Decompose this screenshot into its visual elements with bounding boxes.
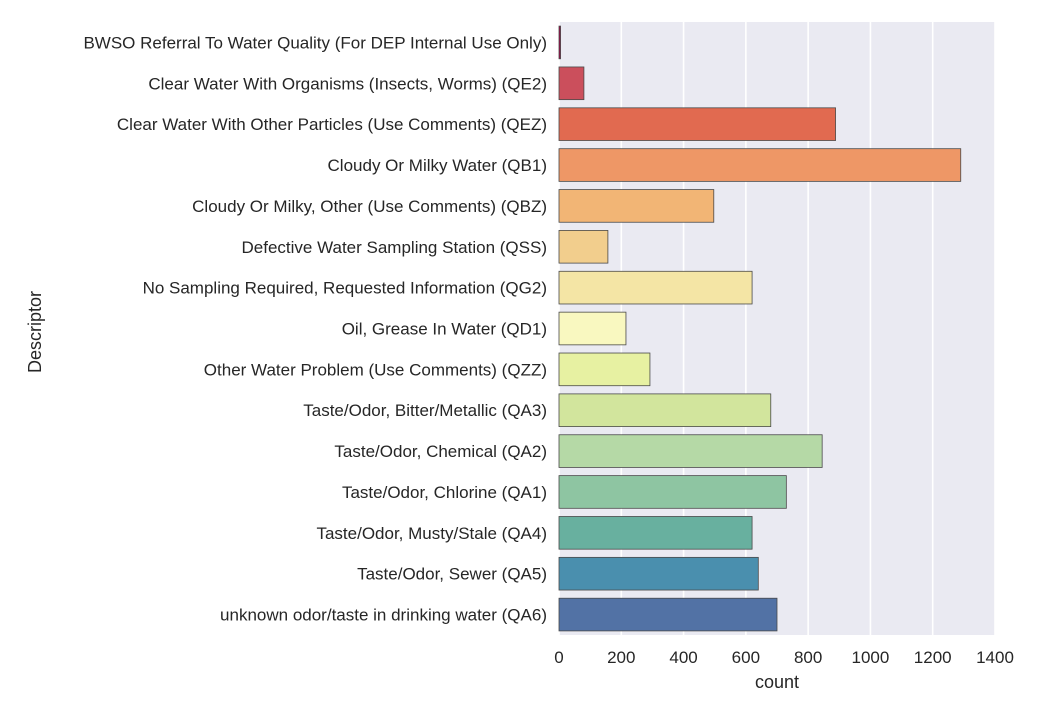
x-tick-label: 800 (794, 648, 822, 667)
x-tick-labels: 0 200 400 600 800 1000 1200 1400 (554, 648, 1014, 667)
category-label: Other Water Problem (Use Comments) (QZZ) (204, 360, 547, 379)
category-label: Taste/Odor, Musty/Stale (QA4) (316, 524, 547, 543)
x-axis-title: count (755, 672, 799, 692)
category-label: Cloudy Or Milky Water (QB1) (328, 156, 547, 175)
category-label: Clear Water With Organisms (Insects, Wor… (148, 74, 547, 93)
bar (558, 270, 753, 305)
category-label: BWSO Referral To Water Quality (For DEP … (83, 33, 547, 52)
category-label: Defective Water Sampling Station (QSS) (242, 238, 548, 257)
bar (558, 556, 759, 591)
x-tick-label: 1400 (976, 648, 1014, 667)
bars (558, 25, 962, 632)
category-label: Taste/Odor, Chlorine (QA1) (342, 483, 547, 502)
category-label: No Sampling Required, Requested Informat… (143, 279, 547, 298)
y-axis-title: Descriptor (25, 291, 45, 373)
bar (558, 352, 651, 387)
category-label: Cloudy Or Milky, Other (Use Comments) (Q… (192, 197, 547, 216)
x-tick-label: 1200 (914, 648, 952, 667)
bar (558, 25, 561, 60)
bar (558, 311, 627, 346)
bar (558, 434, 823, 468)
x-tick-label: 200 (607, 648, 635, 667)
x-tick-label: 1000 (852, 648, 890, 667)
category-label: Oil, Grease In Water (QD1) (342, 320, 547, 339)
x-tick-label: 400 (669, 648, 697, 667)
bar (558, 393, 772, 427)
category-label: Taste/Odor, Chemical (QA2) (334, 442, 547, 461)
bar (558, 475, 787, 509)
bar (558, 230, 609, 264)
category-label: unknown odor/taste in drinking water (QA… (220, 606, 547, 625)
x-tick-label: 0 (554, 648, 563, 667)
bar (558, 597, 778, 632)
category-label: Taste/Odor, Sewer (QA5) (357, 565, 547, 584)
x-tick-label: 600 (732, 648, 760, 667)
bar (558, 66, 585, 101)
category-labels: BWSO Referral To Water Quality (For DEP … (83, 33, 547, 624)
category-label: Clear Water With Other Particles (Use Co… (117, 115, 547, 134)
bar (558, 148, 962, 182)
bar (558, 107, 836, 141)
bar (558, 189, 715, 223)
category-label: Taste/Odor, Bitter/Metallic (QA3) (303, 401, 547, 420)
bar (558, 516, 753, 550)
